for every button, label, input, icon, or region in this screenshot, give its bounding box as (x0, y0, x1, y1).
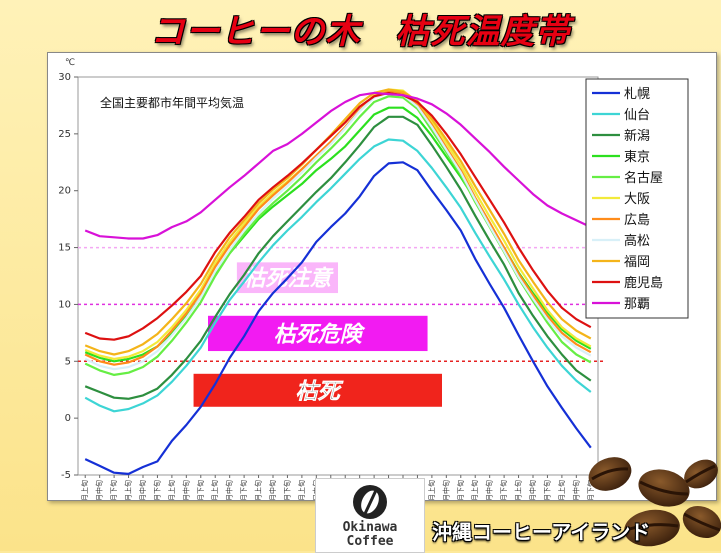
x-tick-label: 11月中旬 (528, 480, 537, 500)
x-tick-label: 9月上旬 (427, 480, 436, 500)
logo-line1: Okinawa (342, 520, 398, 535)
zone-label: 枯死危険 (274, 321, 366, 347)
page-title: コーヒーの木 枯死温度帯 (150, 12, 571, 52)
coffee-beans-illustration (588, 457, 721, 547)
x-tick-label: 3月上旬 (167, 480, 176, 500)
x-tick-label: 5月上旬 (254, 480, 263, 500)
x-tick-label: 4月下旬 (239, 480, 248, 500)
coffee-bean-icon (684, 459, 718, 489)
series-line (84, 88, 592, 356)
chart-title: 全国主要都市年間平均気温 (100, 95, 244, 110)
x-tick-label: 4月上旬 (210, 480, 219, 500)
series-line (84, 161, 592, 475)
coffee-bean-icon (638, 469, 690, 507)
coffee-bean-icon (682, 505, 721, 539)
x-tick-label: 11月上旬 (514, 480, 523, 500)
legend-label: 札幌 (624, 86, 650, 102)
y-unit-label: ℃ (65, 58, 75, 68)
legend-label: 広島 (624, 213, 650, 228)
y-tick-label: -5 (61, 470, 71, 481)
coffee-bean-icon (624, 509, 680, 547)
x-tick-label: 10月上旬 (470, 480, 479, 500)
x-tick-label: 2月中旬 (138, 480, 147, 500)
zone-band (193, 373, 442, 407)
x-tick-label: 1月下旬 (109, 480, 118, 500)
series-line (84, 91, 592, 240)
zone-label: 枯死 (296, 378, 344, 404)
y-tick-label: 0 (65, 413, 71, 424)
legend-label: 新潟 (624, 128, 650, 144)
series-line (84, 115, 592, 400)
legend-label: 高松 (624, 233, 650, 249)
x-tick-label: 3月中旬 (181, 480, 190, 500)
footer-brand-text: 沖縄コーヒーアイランド (432, 520, 651, 544)
x-tick-label: 9月下旬 (456, 480, 465, 500)
x-tick-label: 4月中旬 (225, 480, 234, 500)
temperature-chart: ℃ -5 0 5 10 15 20 25 30 1月上旬 1月中旬 1月下旬 2月上旬 2月中旬 2月下旬 3… (58, 58, 689, 500)
x-tick-label: 2月上旬 (124, 480, 133, 500)
x-tick-label: 5月下旬 (282, 480, 291, 500)
x-tick-label: 10月下旬 (499, 480, 508, 500)
y-tick-label: 30 (58, 72, 71, 83)
series-line (84, 91, 592, 371)
legend-label: 那覇 (624, 297, 650, 312)
zone-label: 枯死注意 (243, 266, 334, 292)
series-line (84, 90, 592, 366)
legend-label: 福岡 (624, 255, 650, 270)
y-tick-label: 5 (65, 356, 71, 367)
x-tick-label: 5月中旬 (268, 480, 277, 500)
x-tick-label: 2月下旬 (152, 480, 161, 500)
y-tick-label: 25 (58, 129, 71, 140)
x-tick-label: 9月中旬 (441, 480, 450, 500)
coffee-bean-icon (353, 485, 387, 519)
x-tick-label: 12月下旬 (586, 480, 595, 500)
x-tick-label: 3月下旬 (196, 480, 205, 500)
y-tick-label: 20 (58, 186, 71, 197)
legend-label: 鹿児島 (624, 275, 663, 291)
legend-label: 仙台 (624, 108, 650, 123)
chart-panel: ℃ -5 0 5 10 15 20 25 30 1月上旬 1月中旬 1月下旬 2月上旬 2月中旬 2月下旬 3… (47, 52, 717, 501)
series-line (84, 138, 592, 413)
x-tick-label: 10月中旬 (485, 480, 494, 500)
y-tick-label: 10 (58, 299, 71, 310)
okinawa-coffee-logo: Okinawa Coffee (315, 478, 425, 553)
legend-label: 大阪 (624, 192, 650, 207)
logo-line2: Coffee (346, 534, 394, 549)
x-tick-label: 6月上旬 (297, 480, 306, 500)
x-tick-label: 1月中旬 (95, 480, 104, 500)
x-tick-label: 1月上旬 (80, 480, 89, 500)
x-tick-label: 12月中旬 (571, 480, 580, 500)
coffee-bean-icon (588, 457, 632, 491)
y-tick-label: 15 (58, 243, 71, 254)
series-line (84, 91, 592, 341)
legend-label: 名古屋 (624, 170, 663, 186)
x-tick-label: 11月下旬 (542, 480, 551, 500)
legend-label: 東京 (624, 149, 650, 165)
x-tick-label: 12月上旬 (557, 480, 566, 500)
